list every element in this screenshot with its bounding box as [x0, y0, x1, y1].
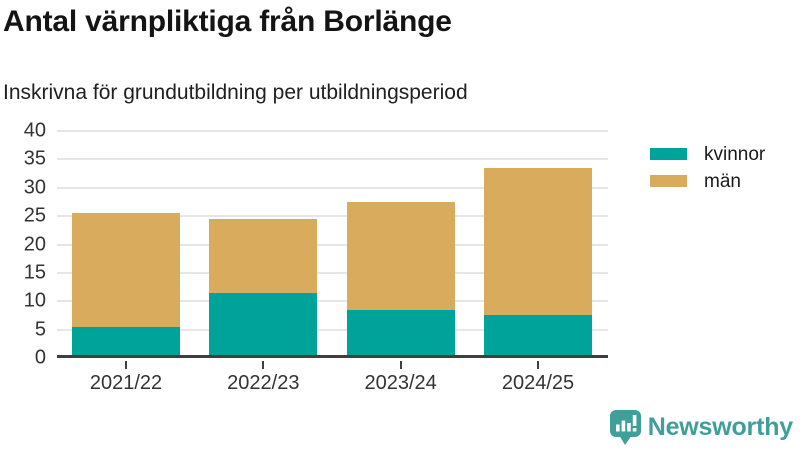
stacked-bar-2023/24: [346, 201, 455, 355]
y-tick-label: 10: [23, 289, 46, 312]
legend-item-män: män: [650, 170, 765, 192]
gridline-20: [57, 243, 608, 246]
legend-swatch-icon: [650, 175, 687, 187]
x-axis-labels: 2021/22 2022/23 2023/24 2024/25: [72, 361, 592, 395]
bars: [72, 131, 592, 355]
bar-segment-män: [346, 201, 455, 310]
x-tick-mark: [399, 361, 402, 369]
x-category: 2022/23: [209, 361, 317, 395]
brand-wordmark: Newsworthy: [647, 413, 793, 441]
y-tick-label: 20: [23, 233, 46, 255]
y-tick-label: 35: [23, 147, 46, 170]
stacked-bar-2022/23: [209, 218, 318, 355]
stacked-bar-2021/22: [72, 213, 180, 355]
x-category: 2024/25: [484, 361, 592, 395]
legend-swatch-icon: [650, 148, 687, 160]
gridline-30: [57, 186, 608, 189]
plot-area: [57, 130, 608, 358]
y-tick-label: 15: [23, 261, 46, 284]
bar-chart-speech-bubble-icon: [609, 409, 642, 446]
y-tick-label: 40: [23, 119, 46, 142]
y-tick-label: 0: [34, 346, 46, 369]
x-tick-mark: [125, 361, 127, 369]
brand-logo: Newsworthy: [609, 409, 793, 446]
bar-segment-män: [483, 167, 592, 316]
gridline-15: [57, 271, 608, 274]
x-tick-label: 2024/25: [501, 372, 575, 394]
stacked-bar-2024/25: [483, 167, 592, 355]
bar-segment-kvinnor: [483, 315, 592, 355]
gridline-10: [57, 300, 608, 303]
x-tick-label: 2023/24: [364, 372, 437, 394]
chart-subtitle: Inskrivna för grundutbildning per utbild…: [3, 81, 468, 104]
x-tick-mark: [262, 361, 265, 369]
bar-segment-kvinnor: [346, 309, 455, 355]
legend-label: kvinnor: [704, 143, 766, 165]
x-tick-mark: [536, 361, 539, 369]
legend: kvinnor män: [650, 143, 766, 192]
y-tick-label: 25: [23, 204, 46, 227]
legend-label: män: [704, 170, 741, 192]
x-tick-label: 2022/23: [227, 372, 300, 394]
y-tick-label: 5: [34, 318, 46, 341]
x-category: 2023/24: [347, 361, 455, 395]
bar-segment-kvinnor: [72, 326, 180, 355]
x-category: 2021/22: [72, 361, 180, 395]
x-tick-label: 2021/22: [89, 372, 163, 394]
bar-segment-män: [209, 218, 318, 293]
y-tick-label: 30: [23, 176, 46, 199]
gridline-5: [57, 328, 608, 331]
gridline-40: [57, 130, 608, 132]
y-axis-labels: 0 5 10 15 20 25 30 35 40: [0, 120, 46, 369]
legend-item-kvinnor: kvinnor: [650, 143, 766, 165]
bar-segment-män: [72, 213, 180, 327]
gridline-25: [57, 215, 608, 218]
bar-segment-kvinnor: [209, 292, 318, 355]
page-title: Antal värnpliktiga från Borlänge: [3, 5, 452, 38]
gridline-35: [57, 158, 608, 161]
